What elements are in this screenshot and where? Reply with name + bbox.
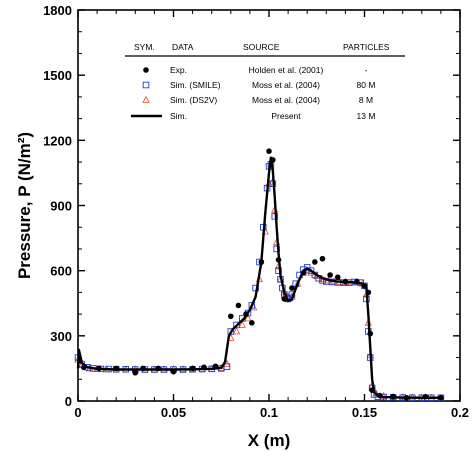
exp-point (270, 157, 276, 163)
exp-point (235, 302, 242, 309)
exp-point (422, 393, 429, 400)
series-layer (74, 148, 445, 401)
exp-point (334, 274, 341, 280)
smile-point (307, 267, 315, 274)
exp-point (365, 289, 372, 296)
smile-point (142, 81, 150, 89)
exp-point (289, 285, 295, 291)
exp-point (80, 364, 87, 371)
y-tick-label: 1800 (43, 3, 72, 18)
legend-data: Sim. (SMILE) (170, 80, 221, 90)
exp-point (189, 365, 196, 372)
legend-header: SOURCE (243, 42, 280, 52)
present-sim-line (76, 156, 441, 399)
smile-point (233, 321, 240, 329)
smile-point (303, 264, 311, 271)
exp-point (201, 364, 207, 371)
x-axis-label: X (m) (248, 431, 291, 450)
exp-point (369, 387, 375, 393)
series-0 (77, 148, 444, 401)
legend: SYM. DATA SOURCE PARTICLES Exp. Holden et al.… (125, 42, 405, 121)
exp-point (258, 259, 265, 265)
x-tick-label: 0.15 (352, 405, 377, 420)
exp-point (319, 255, 326, 262)
ds2v-point (238, 320, 246, 328)
series-1 (74, 160, 445, 401)
ds2v-point (142, 95, 150, 103)
exp-point (266, 148, 272, 154)
smile-point (223, 363, 231, 370)
legend-header: DATA (172, 42, 194, 52)
x-tick-label: 0.1 (260, 405, 278, 420)
exp-point (327, 272, 333, 278)
legend-particles: 80 M (357, 80, 376, 90)
x-tick-label: 0.2 (451, 405, 469, 420)
exp-point (143, 67, 149, 73)
ds2v-point (244, 314, 252, 322)
y-tick-label: 300 (50, 329, 72, 344)
legend-source: Moss et al. (2004) (252, 80, 320, 90)
legend-data: Sim. (170, 111, 187, 121)
exp-point (300, 270, 307, 276)
exp-point (312, 259, 318, 265)
exp-point (77, 358, 83, 364)
legend-header: SYM. (134, 42, 155, 52)
exp-point (243, 311, 249, 317)
smile-point (273, 245, 280, 253)
x-tick-label: 0.05 (161, 405, 186, 420)
exp-point (132, 369, 139, 376)
legend-header: PARTICLES (343, 42, 390, 52)
exp-point (170, 368, 177, 375)
exp-point (403, 394, 410, 401)
exp-point (438, 394, 444, 401)
y-axis-label: Pressure, P (N/m²) (15, 132, 34, 279)
legend-particles: 8 M (359, 95, 373, 105)
y-tick-label: 1500 (43, 68, 72, 83)
ds2v-point (232, 327, 241, 335)
series-3 (76, 156, 441, 399)
legend-particles: - (365, 65, 368, 75)
exp-point (281, 296, 288, 302)
y-tick-label: 1200 (43, 133, 72, 148)
legend-data: Sim. (DS2V) (170, 95, 217, 105)
exp-point (376, 392, 383, 399)
exp-point (212, 363, 219, 370)
smile-point (275, 267, 282, 274)
legend-source: Holden et al. (2001) (249, 65, 324, 75)
y-tick-label: 600 (50, 264, 72, 279)
exp-point (155, 365, 162, 372)
legend-source: Moss et al. (2004) (252, 95, 320, 105)
y-tick-label: 0 (65, 394, 72, 409)
exp-point (367, 330, 374, 337)
exp-point (275, 257, 282, 263)
exp-point (96, 365, 102, 372)
x-tick-label: 0 (74, 405, 81, 420)
legend-data: Exp. (170, 65, 187, 75)
exp-point (390, 393, 396, 400)
legend-particles: 13 M (357, 111, 376, 121)
legend-source: Present (271, 111, 301, 121)
exp-point (249, 320, 255, 326)
exp-point (140, 365, 146, 372)
exp-point (361, 283, 368, 289)
exp-point (113, 365, 119, 372)
exp-point (342, 278, 349, 285)
exp-point (228, 313, 234, 320)
y-tick-label: 900 (50, 199, 72, 214)
series-2 (74, 162, 445, 401)
exp-point (354, 278, 360, 285)
axis-ticks-layer: 0 0.05 0.1 0.15 0.2 0 300 600 900 1200 1500 1800 (43, 3, 469, 420)
